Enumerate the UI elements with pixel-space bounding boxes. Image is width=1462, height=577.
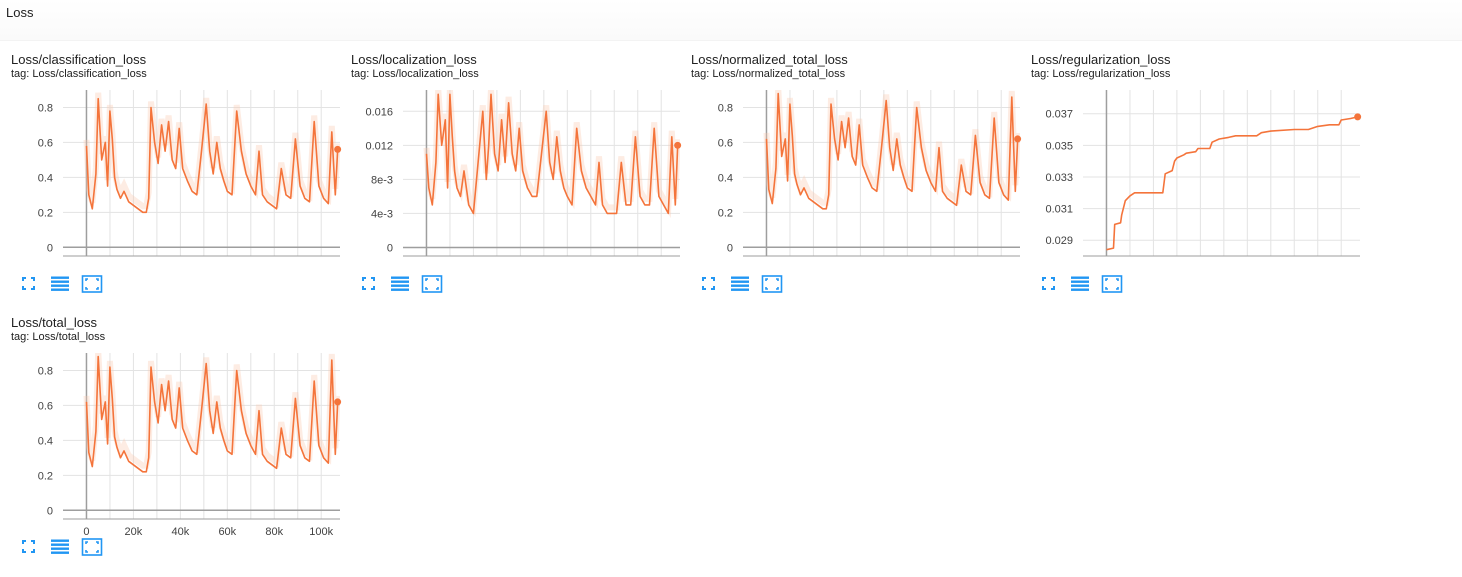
fit-domain-button[interactable]: [1039, 274, 1061, 294]
y-tick-label: 0: [727, 242, 733, 254]
expand-chart-button[interactable]: [1101, 274, 1123, 294]
chart-tag: tag: Loss/total_loss: [11, 331, 106, 343]
y-tick-label: 4e-3: [371, 208, 393, 220]
series-line: [85, 355, 339, 473]
y-tick-label: 0: [47, 505, 53, 517]
chart-tag: tag: Loss/normalized_total_loss: [691, 68, 846, 80]
chart-title: Loss/classification_loss: [11, 52, 147, 67]
x-tick-label: 60k: [218, 526, 236, 538]
chart-toolbar: [19, 274, 139, 294]
expand-chart-button[interactable]: [761, 274, 783, 294]
toggle-log-scale-button[interactable]: [49, 537, 71, 557]
fit-domain-button[interactable]: [359, 274, 381, 294]
series-last-point: [1354, 113, 1362, 121]
y-tick-label: 0.033: [1045, 172, 1073, 184]
plot-area: [1083, 90, 1360, 256]
chart-toolbar: [19, 537, 139, 557]
x-tick-label: 80k: [265, 526, 283, 538]
fit-domain-icon: [1042, 277, 1055, 290]
fit-domain-icon: [22, 277, 35, 290]
y-tick-label: 0.6: [38, 137, 53, 149]
chart-plot[interactable]: 0 0.2 0.4 0.6 0.8 0 20k 40k 60k 80k 100k: [11, 349, 351, 549]
y-tick-label: 0.4: [38, 172, 53, 184]
y-tick-label: 0: [47, 242, 53, 254]
series-line: [1106, 116, 1358, 251]
expand-chart-icon: [81, 538, 103, 556]
series-last-point: [334, 145, 342, 153]
toggle-log-scale-icon: [51, 276, 69, 291]
chart-title: Loss/normalized_total_loss: [691, 52, 848, 67]
toggle-log-scale-button[interactable]: [1069, 274, 1091, 294]
y-tick-label: 0.012: [365, 140, 393, 152]
y-tick-label: 0.8: [38, 102, 53, 114]
chart-toolbar: [699, 274, 819, 294]
y-tick-label: 0.8: [38, 365, 53, 377]
chart-plot[interactable]: 0 0.2 0.4 0.6 0.8: [691, 86, 1031, 266]
chart-card-regularization-loss: Loss/regularization_loss tag: Loss/regul…: [1031, 52, 1371, 312]
y-tick-label: 8e-3: [371, 174, 393, 186]
expand-chart-icon: [421, 275, 443, 293]
series-line: [425, 93, 679, 215]
y-tick-label: 0.6: [718, 137, 733, 149]
series-last-point: [674, 141, 682, 149]
chart-plot[interactable]: 0 4e-3 8e-3 0.012 0.016: [351, 86, 691, 266]
x-tick-label: 40k: [171, 526, 189, 538]
y-tick-label: 0.031: [1045, 204, 1073, 216]
y-tick-label: 0: [387, 242, 393, 254]
x-tick-label: 0: [83, 526, 89, 538]
section-title: Loss: [6, 5, 34, 20]
expand-chart-button[interactable]: [81, 537, 103, 557]
chart-toolbar: [1039, 274, 1159, 294]
chart-title: Loss/localization_loss: [351, 52, 477, 67]
y-tick-label: 0.4: [38, 435, 53, 447]
expand-chart-button[interactable]: [81, 274, 103, 294]
expand-chart-button[interactable]: [421, 274, 443, 294]
y-tick-label: 0.016: [365, 106, 393, 118]
toggle-log-scale-button[interactable]: [389, 274, 411, 294]
chart-card-localization-loss: Loss/localization_loss tag: Loss/localiz…: [351, 52, 691, 312]
series-last-point: [1014, 135, 1022, 143]
fit-domain-button[interactable]: [19, 274, 41, 294]
toggle-log-scale-icon: [391, 276, 409, 291]
expand-chart-icon: [761, 275, 783, 293]
y-tick-label: 0.2: [38, 470, 53, 482]
toggle-log-scale-icon: [731, 276, 749, 291]
fit-domain-button[interactable]: [19, 537, 41, 557]
y-tick-label: 0.037: [1045, 109, 1073, 121]
y-tick-label: 0.035: [1045, 140, 1073, 152]
toggle-log-scale-button[interactable]: [49, 274, 71, 294]
x-tick-label: 100k: [309, 526, 333, 538]
chart-card-normalized-total-loss: Loss/normalized_total_loss tag: Loss/nor…: [691, 52, 1031, 312]
chart-tag: tag: Loss/localization_loss: [351, 68, 479, 80]
chart-card-classification-loss: Loss/classification_loss tag: Loss/class…: [11, 52, 351, 312]
fit-domain-icon: [22, 540, 35, 553]
chart-tag: tag: Loss/regularization_loss: [1031, 68, 1171, 80]
chart-plot[interactable]: 0.029 0.031 0.033 0.035 0.037: [1031, 86, 1371, 266]
series-line: [85, 97, 339, 214]
toggle-log-scale-icon: [1071, 276, 1089, 291]
expand-chart-icon: [1101, 275, 1123, 293]
expand-chart-icon: [81, 275, 103, 293]
y-tick-label: 0.2: [38, 207, 53, 219]
toggle-log-scale-icon: [51, 539, 69, 554]
y-tick-label: 0.2: [718, 207, 733, 219]
fit-domain-button[interactable]: [699, 274, 721, 294]
chart-tag: tag: Loss/classification_loss: [11, 68, 147, 80]
series-last-point: [334, 398, 342, 406]
y-tick-label: 0.029: [1045, 235, 1073, 247]
fit-domain-icon: [702, 277, 715, 290]
y-tick-label: 0.8: [718, 102, 733, 114]
series-line: [765, 92, 1019, 210]
y-tick-label: 0.4: [718, 172, 733, 184]
y-tick-label: 0.6: [38, 400, 53, 412]
section-header[interactable]: Loss: [0, 0, 1462, 41]
chart-title: Loss/total_loss: [11, 315, 97, 330]
chart-title: Loss/regularization_loss: [1031, 52, 1171, 67]
toggle-log-scale-button[interactable]: [729, 274, 751, 294]
chart-toolbar: [359, 274, 479, 294]
fit-domain-icon: [362, 277, 375, 290]
x-tick-label: 20k: [125, 526, 143, 538]
chart-card-total-loss: Loss/total_loss tag: Loss/total_loss 0 0.…: [11, 315, 351, 575]
chart-plot[interactable]: 0 0.2 0.4 0.6 0.8: [11, 86, 351, 266]
